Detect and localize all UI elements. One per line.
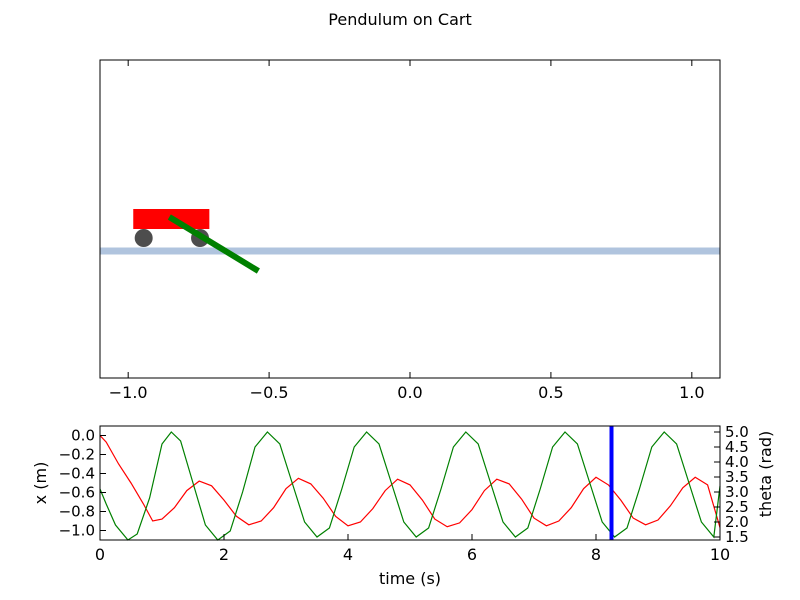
right-y-tick-label: 2.0 <box>725 513 749 531</box>
right-y-tick-label: 5.0 <box>725 423 749 441</box>
right-y-tick-label: 2.5 <box>725 498 749 516</box>
history-axes-frame <box>99 425 721 541</box>
bottom-x-tick-label: 6 <box>467 545 477 564</box>
time-history-panel: 0 2 4 6 8 10 0.0−0.2−0.4−0.6−0.8−1.0 5.04.54.… <box>31 423 775 588</box>
left-y-tick-label: −1.0 <box>59 522 95 540</box>
top-x-tick-label: −0.5 <box>250 383 289 402</box>
pendulum-angle-line <box>99 431 721 541</box>
left-y-tick-label: −0.4 <box>59 465 95 483</box>
left-y-axis-label: x (m) <box>31 462 50 505</box>
bottom-x-tick-label: 4 <box>343 545 353 564</box>
cart-wheel-1 <box>134 229 153 247</box>
top-x-tick-label: 0.0 <box>397 383 422 402</box>
cart-position-line <box>99 435 721 528</box>
top-x-tick-label: 0.5 <box>538 383 563 402</box>
right-y-tick-label: 4.0 <box>725 453 749 471</box>
animation-axes-frame <box>99 59 721 379</box>
left-y-tick-label: −0.2 <box>59 446 95 464</box>
pendulum-animation-panel: −1.0 −0.5 0.0 0.5 1.0 <box>99 59 721 402</box>
top-x-tick-label: −1.0 <box>109 383 148 402</box>
right-y-axis-label: theta (rad) <box>756 431 775 517</box>
pendulum-rod <box>167 214 260 274</box>
left-y-tick-label: −0.8 <box>59 503 95 521</box>
figure-title: Pendulum on Cart <box>328 10 471 29</box>
right-y-tick-label: 3.5 <box>725 468 749 486</box>
right-y-tick-label: 3.0 <box>725 483 749 501</box>
left-y-tick-label: 0.0 <box>71 427 95 445</box>
bottom-x-tick-label: 0 <box>95 545 105 564</box>
bottom-x-tick-label: 10 <box>710 545 730 564</box>
bottom-x-tick-label: 2 <box>219 545 229 564</box>
right-y-tick-label: 1.5 <box>725 528 749 546</box>
bottom-x-tick-label: 8 <box>591 545 601 564</box>
x-axis-label: time (s) <box>379 569 441 588</box>
left-y-tick-label: −0.6 <box>59 484 95 502</box>
right-y-tick-label: 4.5 <box>725 438 749 456</box>
top-x-tick-label: 1.0 <box>679 383 704 402</box>
